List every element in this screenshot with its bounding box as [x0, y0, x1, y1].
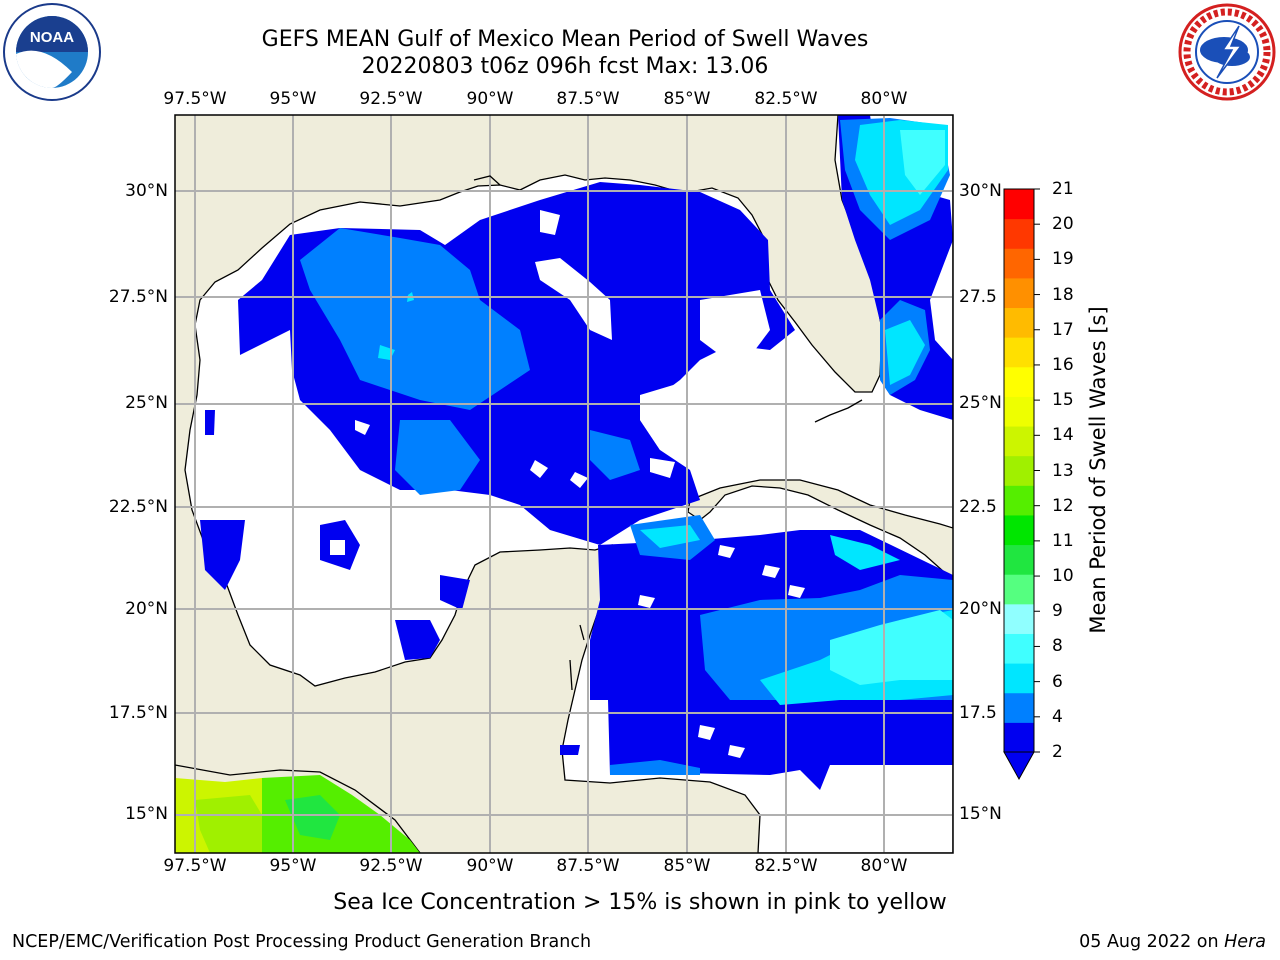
colorbar-extend-arrow [1003, 751, 1035, 781]
lon-label-bottom: 90°W [466, 856, 514, 876]
colorbar-tick-label: 6 [1052, 671, 1063, 692]
colorbar [1003, 188, 1040, 781]
colorbar-tick-label: 4 [1052, 706, 1063, 727]
swell-cyan [378, 120, 953, 705]
footer-machine: Hera [1224, 932, 1266, 952]
colorbar-tick-label: 15 [1052, 390, 1074, 411]
swell-dark-blue [200, 115, 953, 790]
colorbar-tick-label: 10 [1052, 566, 1074, 587]
colorbar-tick-label: 16 [1052, 354, 1074, 375]
lat-label-right: 22.5 [959, 497, 997, 517]
land-background [175, 115, 953, 853]
lon-label-top: 90°W [466, 89, 514, 109]
lon-label-top: 95°W [269, 89, 317, 109]
colorbar-segment [1004, 574, 1034, 605]
map-title: GEFS MEAN Gulf of Mexico Mean Period of … [261, 27, 869, 52]
lat-label-right: 15°N [959, 804, 1002, 824]
lat-label-left: 15°N [125, 804, 168, 824]
colorbar-segment [1004, 692, 1034, 723]
map-subtitle: 20220803 t06z 096h fcst Max: 13.06 [361, 54, 769, 79]
swell-medium-blue [300, 118, 953, 775]
colorbar-label: Mean Period of Swell Waves [s] [1086, 306, 1110, 634]
lon-label-bottom: 95°W [269, 856, 317, 876]
lon-label-bottom: 80°W [860, 856, 908, 876]
lon-label-bottom: 87.5°W [556, 856, 620, 876]
footer-credit: NCEP/EMC/Verification Post Processing Pr… [12, 932, 592, 952]
colorbar-tick-label: 19 [1052, 249, 1074, 270]
lat-label-left: 17.5°N [108, 703, 168, 723]
colorbar-segment [1004, 633, 1034, 664]
colorbar-segment [1004, 248, 1034, 279]
colorbar-segment [1004, 663, 1034, 694]
lon-label-top: 97.5°W [163, 89, 227, 109]
colorbar-tick-label: 2 [1052, 742, 1063, 762]
colorbar-tick-label: 11 [1052, 530, 1074, 551]
svg-text:NOAA: NOAA [30, 29, 74, 46]
colorbar-segment [1004, 544, 1034, 575]
lon-label-bottom: 97.5°W [163, 856, 227, 876]
lon-label-top: 85°W [663, 89, 711, 109]
colorbar-segment [1004, 218, 1034, 249]
colorbar-tick-label: 20 [1052, 214, 1074, 235]
colorbar-segment [1004, 514, 1034, 546]
lon-label-top: 87.5°W [556, 89, 620, 109]
colorbar-segment [1004, 366, 1034, 397]
noaa-logo-icon: NOAA [2, 2, 102, 102]
lat-label-left: 20°N [125, 599, 168, 619]
gulf-of-mexico [184, 115, 953, 853]
footer-date: 05 Aug 2022 on Hera [1079, 932, 1266, 952]
colorbar-tick-label: 21 [1052, 179, 1074, 199]
colorbar-segment [1004, 485, 1034, 516]
lat-label-left: 27.5°N [108, 287, 168, 307]
colorbar-tick-label: 9 [1052, 601, 1063, 622]
colorbar-segment [1004, 307, 1034, 338]
colorbar-segment [1004, 722, 1034, 753]
map-frame [174, 114, 954, 854]
lat-label-left: 25°N [125, 393, 168, 413]
colorbar-segment [1004, 337, 1034, 368]
colorbar-segment [1004, 396, 1034, 427]
lon-label-bottom: 82.5°W [754, 856, 818, 876]
colorbar-segment [1004, 603, 1034, 634]
colorbar-segment [1004, 426, 1034, 457]
lat-label-right: 25°N [959, 393, 1002, 413]
lon-label-bottom: 85°W [663, 856, 711, 876]
grid-lines [175, 115, 953, 853]
lon-label-top: 82.5°W [754, 89, 818, 109]
lon-label-top: 80°W [860, 89, 908, 109]
colorbar-tick-label: 12 [1052, 495, 1074, 516]
lon-label-bottom: 92.5°W [359, 856, 423, 876]
colorbar-segment [1004, 189, 1034, 220]
colorbar-tick-label: 17 [1052, 319, 1074, 340]
nws-logo-icon [1177, 2, 1277, 102]
colorbar-segment [1004, 455, 1034, 486]
lat-label-right: 17.5 [959, 703, 997, 723]
lat-label-right: 27.5 [959, 287, 997, 307]
lat-label-left: 22.5°N [108, 497, 168, 517]
lat-label-left: 30°N [125, 181, 168, 201]
pacific-coast [175, 764, 421, 853]
lat-label-right: 30°N [959, 181, 1002, 201]
colorbar-tick-label: 8 [1052, 636, 1063, 657]
colorbar-tick-label: 14 [1052, 425, 1074, 446]
lat-label-right: 20°N [959, 599, 1002, 619]
colorbar-segment [1004, 277, 1034, 309]
colorbar-tick-label: 13 [1052, 460, 1074, 481]
colorbar-tick-label: 18 [1052, 284, 1074, 305]
sea-ice-note: Sea Ice Concentration > 15% is shown in … [333, 890, 947, 915]
lon-label-top: 92.5°W [359, 89, 423, 109]
